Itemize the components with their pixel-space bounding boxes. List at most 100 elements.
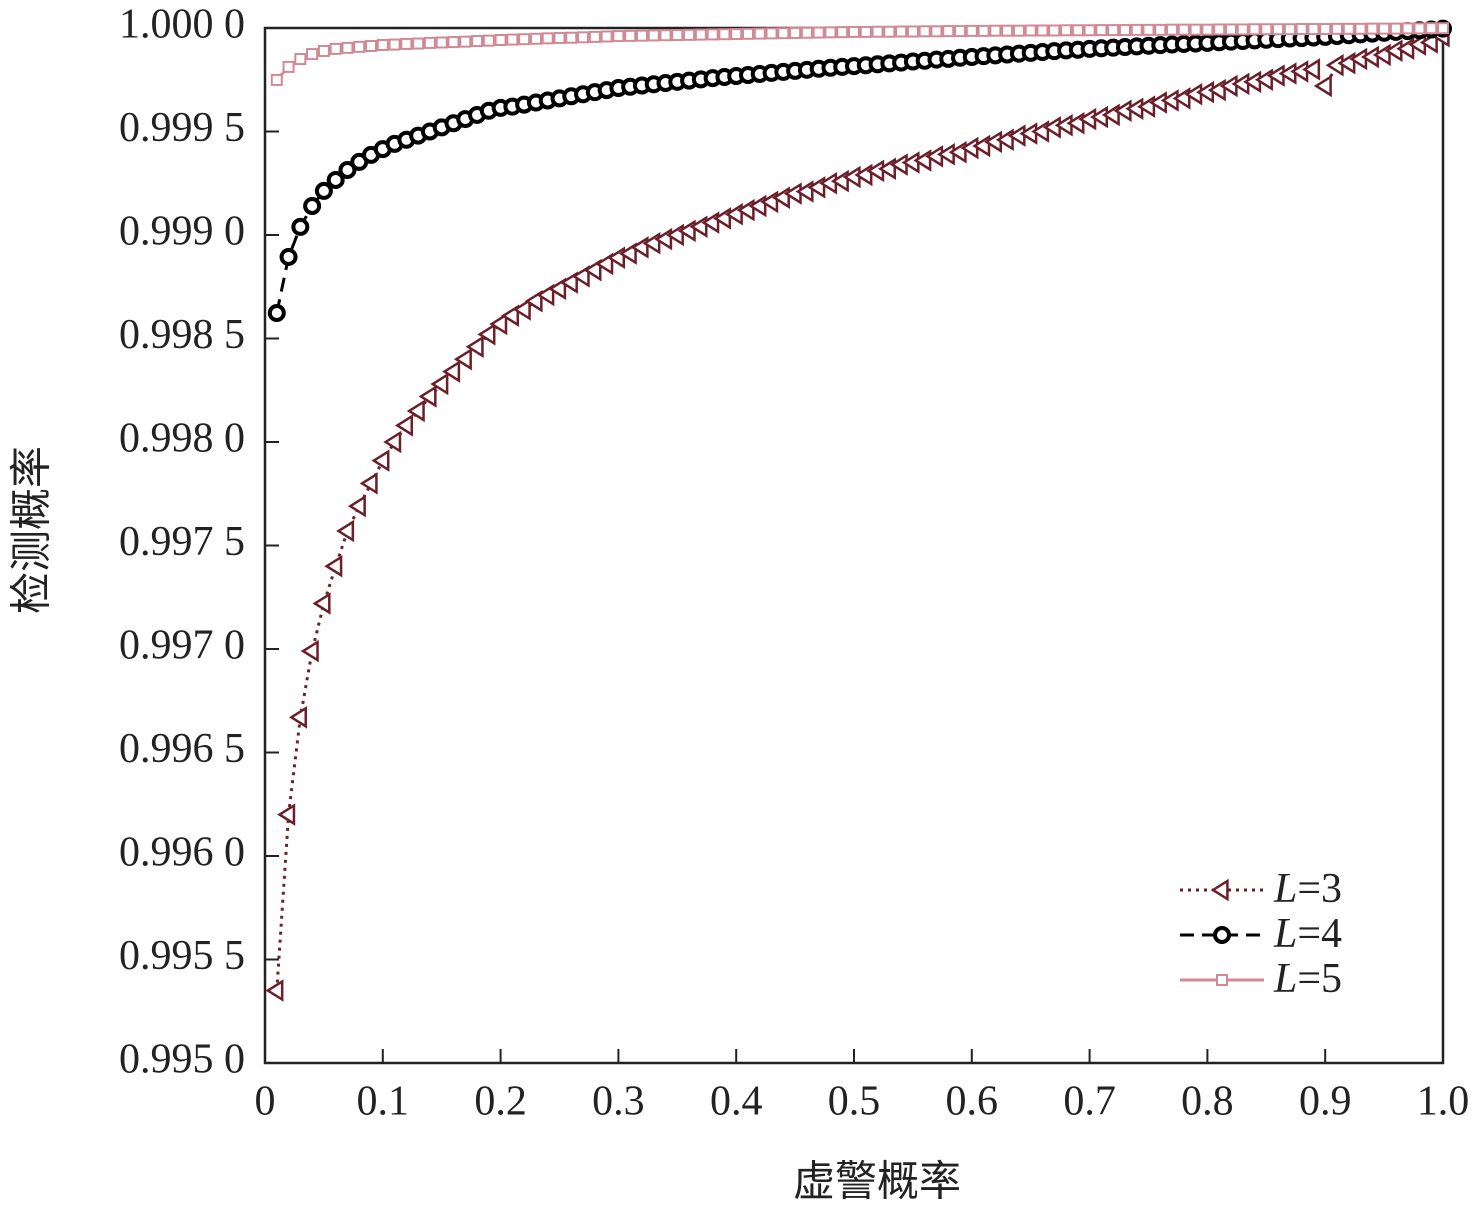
point: [553, 31, 566, 44]
point: [624, 29, 637, 42]
point: [300, 639, 319, 663]
point: [1095, 24, 1108, 37]
point: [465, 335, 484, 359]
point: [1213, 23, 1226, 36]
x-axis-label: 虚警概率: [793, 1159, 961, 1206]
point: [1354, 22, 1367, 35]
point: [694, 28, 707, 41]
point: [918, 25, 931, 38]
point: [1166, 23, 1179, 36]
point: [1302, 58, 1321, 81]
point: [859, 25, 872, 38]
point: [1048, 24, 1061, 37]
x-tick-label: 0.9: [1299, 1079, 1352, 1125]
point: [930, 25, 943, 38]
x-tick-label: 0.5: [828, 1079, 881, 1125]
point: [501, 304, 520, 327]
point: [288, 706, 307, 729]
point: [536, 283, 555, 307]
y-axis-label: 检测概率: [9, 446, 56, 614]
y-tick-label: 0.998 0: [119, 416, 245, 462]
point: [565, 31, 578, 44]
point: [395, 414, 414, 437]
point: [1118, 24, 1131, 37]
point: [954, 25, 967, 38]
point: [336, 519, 355, 543]
point: [977, 24, 990, 37]
point: [1313, 74, 1332, 98]
legend-label: L=4: [1273, 911, 1342, 957]
point: [267, 304, 286, 323]
point: [326, 170, 345, 189]
point: [388, 38, 401, 51]
x-tick-label: 0.7: [1063, 1079, 1116, 1125]
point: [365, 40, 378, 53]
y-tick-label: 0.998 5: [119, 312, 245, 358]
point: [317, 44, 330, 57]
point: [1437, 22, 1449, 35]
point: [800, 26, 813, 39]
point: [1154, 23, 1167, 36]
point: [600, 30, 613, 43]
y-tick-label: 1.000 0: [119, 2, 245, 48]
point: [683, 28, 696, 41]
point: [571, 265, 590, 288]
point: [314, 181, 333, 200]
point: [706, 28, 719, 41]
x-tick-label: 0.4: [710, 1079, 763, 1125]
point: [1330, 22, 1343, 35]
point: [1272, 23, 1285, 36]
point: [341, 41, 354, 54]
legend-marker: [1216, 974, 1228, 986]
point: [512, 298, 531, 321]
point: [1401, 22, 1414, 35]
point: [765, 27, 778, 40]
series: [270, 22, 1449, 86]
point: [447, 36, 460, 49]
point: [577, 31, 590, 44]
point: [895, 25, 908, 38]
point: [1295, 23, 1308, 36]
point: [1413, 22, 1426, 35]
legend-item: L=5: [1180, 956, 1342, 1002]
point: [1260, 23, 1273, 36]
point: [265, 979, 284, 1002]
point: [277, 803, 296, 826]
point: [588, 30, 601, 43]
point: [1224, 23, 1237, 36]
y-tick-label: 0.999 0: [119, 209, 245, 255]
point: [1283, 23, 1296, 36]
point: [989, 24, 1002, 37]
legend-marker: [1213, 926, 1231, 944]
y-tick-label: 0.997 0: [119, 623, 245, 669]
point: [1071, 24, 1084, 37]
point: [1319, 23, 1332, 36]
point: [789, 26, 802, 39]
legend-label: L=5: [1273, 956, 1342, 1002]
point: [279, 247, 298, 266]
point: [423, 36, 436, 49]
point: [412, 37, 425, 50]
point: [1366, 22, 1379, 35]
point: [1024, 24, 1037, 37]
legend-item: L=4: [1180, 911, 1342, 957]
point: [291, 217, 310, 236]
y-tick-label: 0.996 0: [119, 830, 245, 876]
point: [836, 26, 849, 39]
point: [329, 42, 342, 55]
point: [282, 60, 295, 73]
point: [1083, 24, 1096, 37]
point: [347, 494, 366, 518]
point: [1389, 22, 1402, 35]
point: [1012, 24, 1025, 37]
point: [1342, 22, 1355, 35]
point: [506, 33, 519, 46]
point: [376, 38, 389, 51]
x-tick-label: 0.3: [592, 1079, 645, 1125]
x-tick-label: 1.0: [1417, 1079, 1470, 1125]
point: [612, 30, 625, 43]
legend-item: L=3: [1180, 866, 1342, 912]
point: [459, 35, 472, 48]
point: [718, 28, 731, 41]
